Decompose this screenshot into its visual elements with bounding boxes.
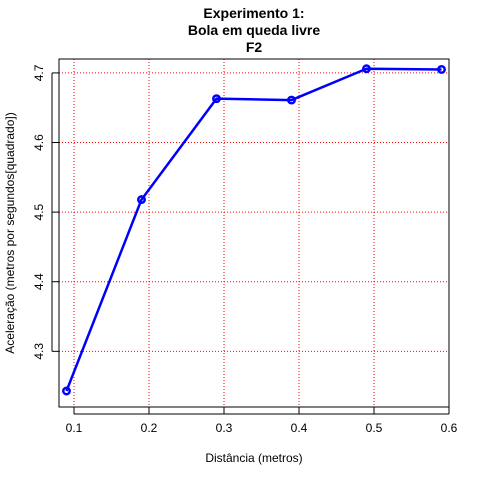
y-axis-label: Aceleração (metros por segundos[quadrado… <box>3 112 17 353</box>
y-axis: 4.3 4.4 4.5 4.6 4.7 <box>32 64 59 360</box>
y-tick-label: 4.6 <box>32 134 46 151</box>
x-axis-label: Distância (metros) <box>205 451 302 465</box>
y-tick-label: 4.5 <box>32 203 46 220</box>
data-point <box>437 64 446 74</box>
x-tick-label: 0.2 <box>141 421 158 435</box>
x-tick-label: 0.1 <box>66 421 83 435</box>
series-layer <box>62 64 446 396</box>
data-point <box>362 64 371 74</box>
data-point <box>62 386 71 396</box>
x-tick-label: 0.3 <box>216 421 233 435</box>
x-tick-label: 0.5 <box>366 421 383 435</box>
chart-title: Experimento 1: Bola em queda livre F2 <box>188 5 320 55</box>
plot-area <box>58 58 450 408</box>
series-line <box>65 67 442 392</box>
data-point <box>212 94 221 104</box>
x-tick-label: 0.6 <box>441 421 458 435</box>
x-tick-label: 0.4 <box>291 421 308 435</box>
y-tick-label: 4.7 <box>32 64 46 81</box>
y-tick-label: 4.4 <box>32 273 46 290</box>
title-line-3: F2 <box>246 39 263 55</box>
title-line-1: Experimento 1: <box>203 5 304 21</box>
y-tick-label: 4.3 <box>32 343 46 360</box>
title-line-2: Bola em queda livre <box>188 22 320 38</box>
data-point <box>287 95 296 105</box>
grid <box>59 59 450 407</box>
data-point <box>137 195 146 205</box>
x-axis: 0.1 0.2 0.3 0.4 0.5 0.6 <box>66 407 458 435</box>
